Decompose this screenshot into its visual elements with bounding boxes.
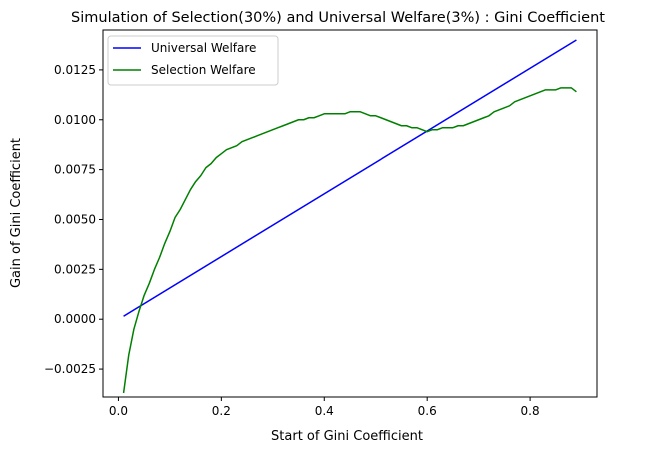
y-tick-label: 0.0075 <box>54 163 96 177</box>
y-tick-label: 0.0025 <box>54 262 96 276</box>
x-axis: 0.0 0.2 0.4 0.6 0.8 <box>109 397 540 418</box>
x-tick-label: 0.4 <box>315 404 334 418</box>
legend-box <box>107 35 279 86</box>
y-axis: −0.0025 0.0000 0.0025 0.0050 0.0075 0.0100 0.0… <box>44 63 103 376</box>
series-line-universal-welfare <box>123 39 577 317</box>
x-tick-label: 0.0 <box>109 404 128 418</box>
y-axis-label: Gain of Gini Coefficient <box>9 138 24 288</box>
legend: Universal Welfare Selection Welfare <box>107 35 279 86</box>
x-axis-label: Start of Gini Coefficient <box>271 429 423 444</box>
x-tick-label: 0.2 <box>212 404 231 418</box>
legend-label-selection-welfare: Selection Welfare <box>151 63 256 77</box>
plot-lines <box>122 39 577 394</box>
x-tick-label: 0.6 <box>418 404 437 418</box>
series-line-selection-welfare <box>122 87 577 394</box>
y-tick-label: 0.0125 <box>54 63 96 77</box>
plot-frame <box>102 29 598 398</box>
y-tick-label: −0.0025 <box>44 362 96 376</box>
chart-title: Simulation of Selection(30%) and Univers… <box>71 10 605 26</box>
y-tick-label: 0.0050 <box>54 212 96 226</box>
y-tick-label: 0.0000 <box>54 312 96 326</box>
y-tick-label: 0.0100 <box>54 113 96 127</box>
x-tick-label: 0.8 <box>521 404 540 418</box>
legend-label-universal-welfare: Universal Welfare <box>151 41 256 55</box>
